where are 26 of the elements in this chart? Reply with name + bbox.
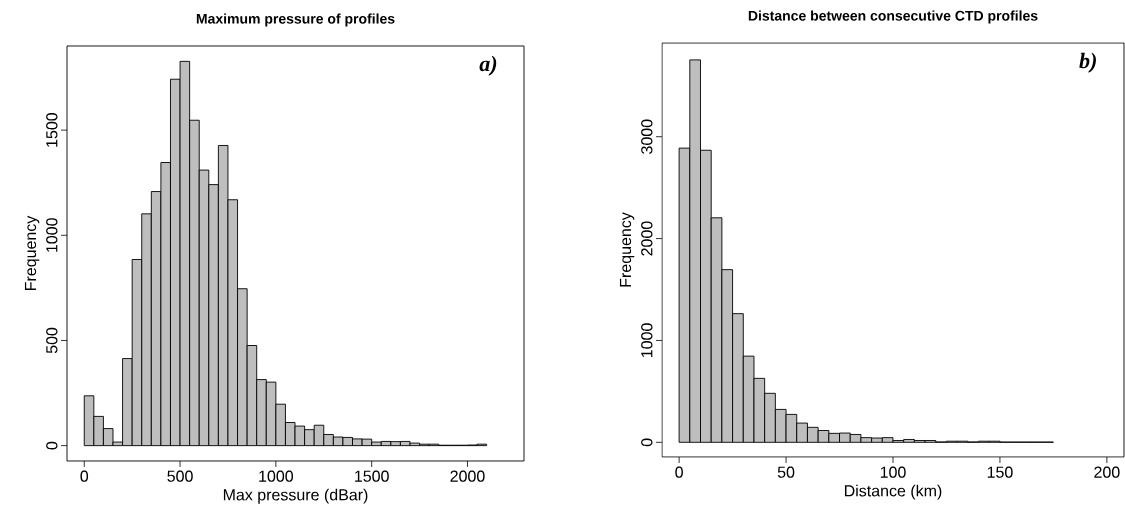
y-tick-label: 1000 <box>46 218 58 252</box>
annotation: a) <box>479 55 497 76</box>
y-tick-label: 2000 <box>641 221 653 256</box>
x-tick-label: 500 <box>167 470 193 482</box>
x-tick-label: 0 <box>675 466 683 478</box>
x-axis-title: Distance (km) <box>844 484 942 500</box>
y-axis-title: Frequency <box>24 215 40 290</box>
x-axis-title: Max pressure (dBar) <box>223 488 368 504</box>
y-tick-label: 500 <box>46 327 58 354</box>
chart-title: Maximum pressure of profiles <box>196 13 395 27</box>
x-tick-label: 200 <box>1094 466 1120 478</box>
y-axis-title: Frequency <box>619 212 635 287</box>
y-tick-label: 0 <box>46 441 58 450</box>
x-tick-label: 1500 <box>355 470 389 482</box>
annotation: b) <box>1079 52 1096 73</box>
x-tick-label: 100 <box>880 466 906 478</box>
x-tick-label: 50 <box>777 466 795 478</box>
x-tick-label: 150 <box>987 466 1013 478</box>
y-tick-label: 1500 <box>46 112 58 147</box>
x-tick-label: 0 <box>80 470 89 482</box>
x-tick-label: 2000 <box>450 470 485 482</box>
x-tick-label: 1000 <box>259 470 294 482</box>
y-tick-label: 1000 <box>641 323 653 358</box>
y-tick-label: 0 <box>641 438 653 447</box>
y-tick-label: 3000 <box>641 119 653 154</box>
chart-title: Distance between consecutive CTD profiles <box>748 10 1038 24</box>
